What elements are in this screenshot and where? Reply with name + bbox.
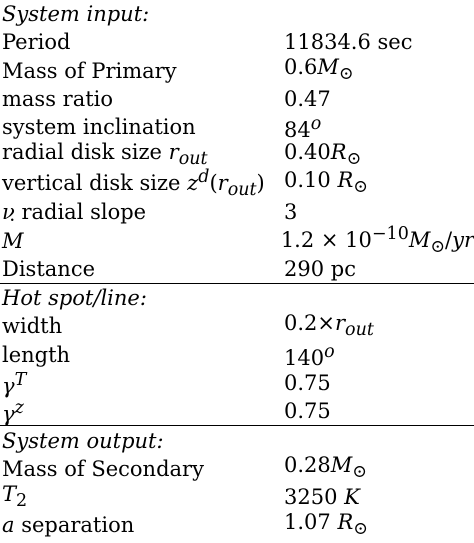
row-radial-slope: ν radial slope 3	[0, 198, 474, 226]
row-radial-disk-size: radial disk size rout 0.40R⊙	[0, 140, 474, 169]
section-divider	[0, 282, 474, 284]
row-value: 1.07 R⊙	[284, 509, 368, 540]
row-label: system inclination	[2, 115, 196, 140]
row-label: a separation	[2, 513, 135, 538]
row-gamma-z: γz 0.75	[0, 397, 474, 427]
row-mass-primary: Mass of Primary 0.6M⊙	[0, 55, 474, 85]
row-mass-ratio: mass ratio 0.47	[0, 85, 474, 113]
row-label: radial disk size rout	[2, 140, 208, 170]
section-divider	[0, 425, 474, 427]
row-label: mass ratio	[2, 87, 114, 112]
row-t2: T2 3250 K	[0, 482, 474, 511]
row-vertical-disk-size: vertical disk size zd(rout) 0.10 R⊙	[0, 167, 474, 200]
row-value: 11834.6 sec	[284, 30, 413, 55]
row-inclination: system inclination 84o	[0, 113, 474, 143]
row-label: γT	[2, 370, 27, 399]
row-width: width 0.2×rout	[0, 311, 474, 340]
row-label: Distance	[2, 256, 96, 281]
row-gamma-t: γT 0.75	[0, 369, 474, 399]
row-value: 0.75	[284, 371, 331, 395]
row-value: 0.75	[284, 399, 331, 424]
row-label: γz	[2, 398, 24, 427]
row-label: M	[0, 214, 281, 255]
row-separation: a separation 1.07 R⊙	[0, 510, 474, 539]
row-label: Mass of Secondary	[2, 456, 204, 481]
row-value: 0.6M⊙	[284, 55, 354, 85]
row-label: Mass of Primary	[2, 58, 177, 83]
row-label: vertical disk size zd(rout)	[2, 167, 265, 201]
row-label: Period	[2, 30, 71, 55]
row-value: 84o	[284, 114, 322, 143]
row-mdot: M 1.2 × 10−10M⊙/yr	[0, 214, 474, 258]
row-label: width	[2, 314, 63, 339]
row-value: 0.47	[284, 87, 331, 112]
row-value: 0.28M⊙	[284, 453, 367, 483]
row-label: ν radial slope	[2, 200, 147, 225]
row-value: 290 pc	[284, 256, 356, 281]
row-mass-secondary: Mass of Secondary 0.28M⊙	[0, 453, 474, 483]
row-period: Period 11834.6 sec	[0, 28, 474, 56]
section-title-system-output: System output:	[2, 428, 164, 453]
row-value: 140o	[284, 341, 335, 370]
row-value: 3	[284, 200, 298, 225]
row-length: length 140o	[0, 341, 474, 370]
section-title-hot-spot: Hot spot/line:	[2, 286, 147, 311]
row-value: 3250 K	[284, 485, 360, 510]
row-value: 0.2×rout	[284, 310, 374, 341]
row-value: 0.10 R⊙	[284, 168, 368, 198]
section-title-system-input: System input:	[2, 2, 150, 27]
row-value: 0.40R⊙	[284, 140, 362, 170]
row-label: T2	[2, 481, 28, 511]
row-distance: Distance 290 pc	[0, 255, 474, 283]
row-value: 1.2 × 10−10M⊙/yr	[280, 223, 474, 258]
row-label: length	[2, 342, 71, 367]
